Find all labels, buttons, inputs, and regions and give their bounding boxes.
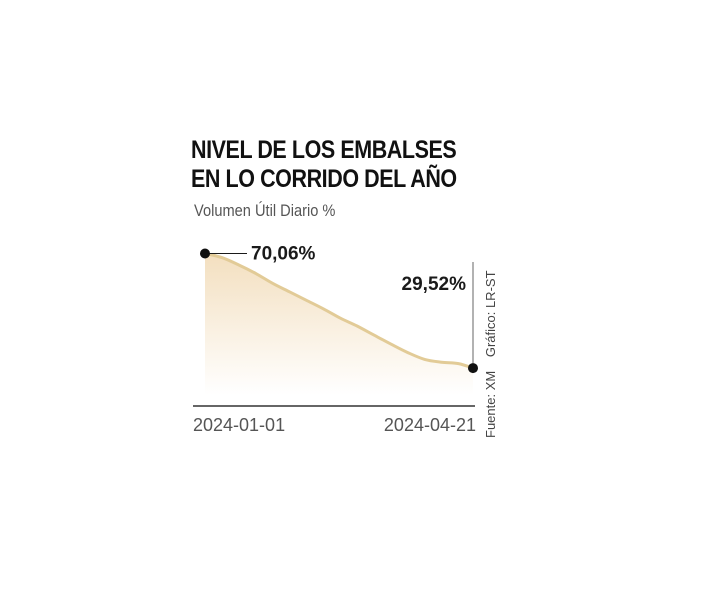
end-value-label: 29,52%	[402, 274, 467, 295]
series-line	[203, 252, 475, 370]
chart-subtitle: Volumen Útil Diario %	[194, 201, 336, 220]
source-credit: Fuente: XM Gráfico: LR-ST	[483, 270, 498, 438]
start-point-marker	[200, 248, 210, 259]
area-fill	[205, 253, 473, 395]
start-value-label: 70,06%	[251, 243, 316, 264]
chart-title: NIVEL DE LOS EMBALSES EN LO CORRIDO DEL …	[191, 136, 457, 194]
x-tick-label-end: 2024-04-21	[384, 415, 476, 435]
graphic-credit-text: Gráfico: LR-ST	[483, 270, 498, 358]
x-tick-label-start: 2024-01-01	[193, 415, 285, 435]
chart-title-line-1: NIVEL DE LOS EMBALSES	[191, 136, 457, 164]
source-text: Fuente: XM	[483, 370, 498, 438]
end-point-marker	[468, 363, 478, 374]
chart-title-line-2: EN LO CORRIDO DEL AÑO	[191, 165, 457, 193]
